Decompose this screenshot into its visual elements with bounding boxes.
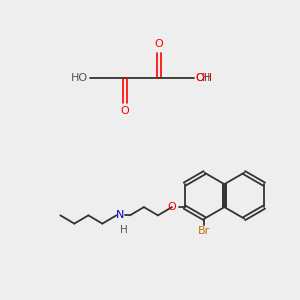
Text: O: O (168, 202, 176, 212)
Text: O: O (121, 106, 129, 116)
Text: HO: HO (71, 73, 88, 83)
Text: O: O (154, 39, 163, 49)
Text: OH: OH (195, 73, 212, 83)
Text: N: N (116, 210, 124, 220)
Text: O: O (195, 73, 204, 83)
Text: H: H (120, 225, 128, 235)
Text: H: H (202, 73, 210, 83)
Text: Br: Br (198, 226, 211, 236)
